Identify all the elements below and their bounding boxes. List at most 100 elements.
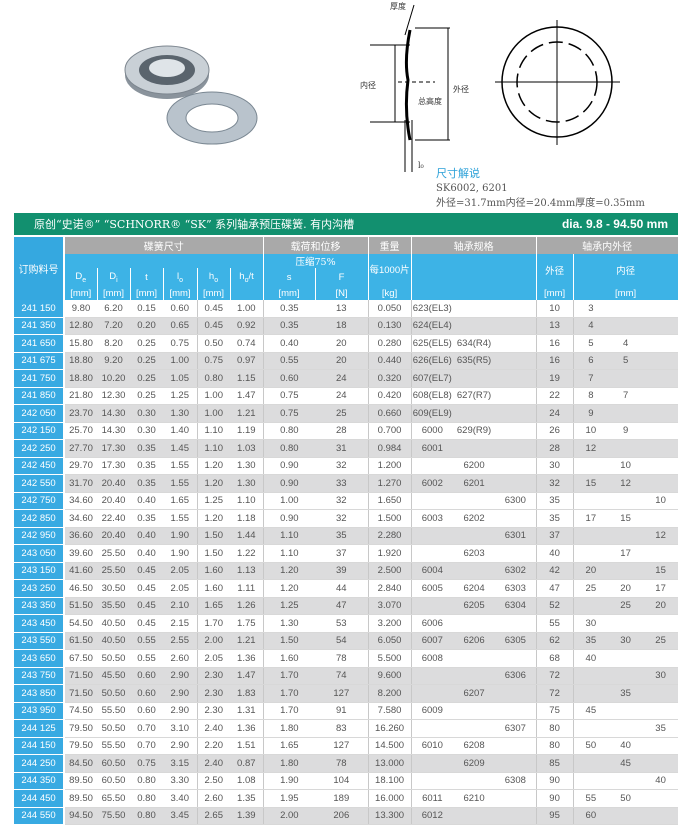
table-row: 242 850 34.60 22.40 0.35 1.55 1.20 1.18 0.90 32 1… bbox=[14, 509, 679, 528]
diameter-range: dia. 9.8 - 94.50 mm bbox=[561, 217, 668, 231]
cell-f: 35 bbox=[315, 527, 369, 545]
cell-lo: 1.90 bbox=[163, 527, 197, 545]
cell-outer-dia: 26 bbox=[535, 422, 574, 440]
cell-ho: 2.40 bbox=[196, 754, 230, 773]
cell-inner-dia-2 bbox=[608, 562, 644, 580]
cell-f: 83 bbox=[315, 719, 369, 738]
cell-ho-t: 1.11 bbox=[230, 579, 264, 598]
cell-bearing-62xx: 6208 bbox=[453, 737, 496, 755]
cell-outer-dia: 80 bbox=[535, 719, 574, 738]
cell-de: 36.60 bbox=[64, 527, 97, 545]
cell-order-number: 242 850 bbox=[14, 509, 65, 528]
cell-order-number: 244 125 bbox=[14, 719, 65, 738]
cell-ho-t: 1.26 bbox=[230, 597, 264, 615]
cell-outer-dia: 30 bbox=[535, 457, 574, 475]
group-bearing: 轴承规格 bbox=[411, 235, 537, 254]
cell-f: 104 bbox=[315, 772, 369, 790]
group-dims: 碟簧尺寸 bbox=[64, 235, 264, 254]
cell-ho: 1.60 bbox=[196, 562, 230, 580]
cell-inner-dia-2 bbox=[608, 772, 644, 790]
cell-di: 40.50 bbox=[97, 614, 130, 633]
unit-mm: [mm] bbox=[163, 286, 198, 300]
cell-de: 41.60 bbox=[64, 562, 97, 580]
cell-bearing-60xx bbox=[410, 492, 454, 510]
cell-ho-t: 0.74 bbox=[230, 334, 264, 353]
cell-inner-dia-1 bbox=[572, 544, 609, 563]
cell-ho-t: 1.10 bbox=[230, 492, 264, 510]
cell-f: 91 bbox=[315, 702, 369, 720]
cell-inner-dia-1: 7 bbox=[572, 369, 609, 388]
cell-de: 12.80 bbox=[64, 317, 97, 335]
cell-order-number: 242 950 bbox=[14, 527, 65, 545]
cell-lo: 1.65 bbox=[163, 492, 197, 510]
cell-bearing-62xx bbox=[453, 772, 496, 790]
cell-lo: 2.10 bbox=[163, 597, 197, 615]
cell-inner-dia-1 bbox=[572, 719, 609, 738]
cell-bearing-63xx bbox=[495, 702, 537, 720]
cell-t: 0.35 bbox=[130, 457, 163, 475]
cell-s: 0.90 bbox=[262, 509, 316, 528]
unit-mm: [mm] bbox=[573, 286, 679, 300]
cell-outer-dia: 16 bbox=[535, 352, 574, 370]
cell-de: 9.80 bbox=[64, 300, 97, 318]
t-header: t bbox=[130, 268, 164, 286]
cell-bearing-62xx bbox=[453, 807, 496, 825]
cell-weight: 13.000 bbox=[367, 754, 412, 773]
table-row: 243 750 71.50 45.50 0.60 2.90 2.30 1.47 1.70 74 9… bbox=[14, 667, 679, 685]
cell-de: 21.80 bbox=[64, 387, 97, 405]
cell-lo: 2.05 bbox=[163, 562, 197, 580]
cell-outer-dia: 13 bbox=[535, 317, 574, 335]
cell-ho-t: 1.83 bbox=[230, 684, 264, 703]
cell-lo: 1.30 bbox=[163, 404, 197, 423]
cell-ho: 0.75 bbox=[196, 352, 230, 370]
cell-bearing-60xx bbox=[410, 667, 454, 685]
cell-di: 6.20 bbox=[97, 300, 130, 318]
table-row: 241 650 15.80 8.20 0.25 0.75 0.50 0.74 0.40 20 0.… bbox=[14, 334, 679, 353]
cell-ho-t: 1.22 bbox=[230, 544, 264, 563]
cell-s: 1.70 bbox=[262, 667, 316, 685]
cell-inner-dia-2: 7 bbox=[608, 387, 644, 405]
cell-bearing-63xx bbox=[495, 352, 537, 370]
cell-inner-dia-1: 25 bbox=[572, 579, 609, 598]
cell-inner-dia-3: 40 bbox=[643, 772, 679, 790]
cell-order-number: 241 350 bbox=[14, 317, 65, 335]
cell-inner-dia-1 bbox=[572, 492, 609, 510]
cell-t: 0.25 bbox=[130, 334, 163, 353]
cell-inner-dia-2 bbox=[608, 492, 644, 510]
cell-lo: 0.60 bbox=[163, 300, 197, 318]
cell-di: 50.50 bbox=[97, 649, 130, 668]
cell-inner-dia-1 bbox=[572, 772, 609, 790]
per-1000-label: 每1000片 bbox=[368, 254, 412, 286]
cell-order-number: 244 350 bbox=[14, 772, 65, 790]
cell-weight: 0.050 bbox=[367, 300, 412, 318]
cell-di: 14.30 bbox=[97, 404, 130, 423]
cell-bearing-60xx: 6002 bbox=[410, 474, 454, 493]
cell-inner-dia-3: 15 bbox=[643, 562, 679, 580]
cell-ho: 1.10 bbox=[196, 422, 230, 440]
cell-ho-t: 1.19 bbox=[230, 422, 264, 440]
cell-bearing-63xx: 6306 bbox=[495, 667, 537, 685]
cell-bearing-63xx bbox=[495, 457, 537, 475]
cell-ho: 0.45 bbox=[196, 300, 230, 318]
inner-dia-label: 内径 bbox=[360, 80, 376, 90]
table-row: 242 950 36.60 20.40 0.40 1.90 1.50 1.44 1.10 35 2… bbox=[14, 527, 679, 545]
cell-di: 10.20 bbox=[97, 369, 130, 388]
cell-s: 0.90 bbox=[262, 474, 316, 493]
cell-outer-dia: 80 bbox=[535, 737, 574, 755]
cell-bearing-63xx bbox=[495, 439, 537, 458]
s-header: s bbox=[263, 268, 316, 286]
cell-weight: 2.500 bbox=[367, 562, 412, 580]
cell-outer-dia: 90 bbox=[535, 789, 574, 808]
cell-lo: 2.55 bbox=[163, 632, 197, 650]
cell-f: 78 bbox=[315, 649, 369, 668]
cell-inner-dia-1: 35 bbox=[572, 632, 609, 650]
cell-inner-dia-1: 8 bbox=[572, 387, 609, 405]
cell-bearing-60xx: 6005 bbox=[410, 579, 454, 598]
dimension-diagram: 厚度 内径 外径 总高度 l₀ bbox=[360, 1, 620, 172]
cell-lo: 1.55 bbox=[163, 474, 197, 493]
cell-f: 28 bbox=[315, 422, 369, 440]
cell-inner-dia-1: 12 bbox=[572, 439, 609, 458]
cell-ho: 2.65 bbox=[196, 807, 230, 825]
cell-inner-dia-3: 10 bbox=[643, 492, 679, 510]
cell-lo: 2.05 bbox=[163, 579, 197, 598]
